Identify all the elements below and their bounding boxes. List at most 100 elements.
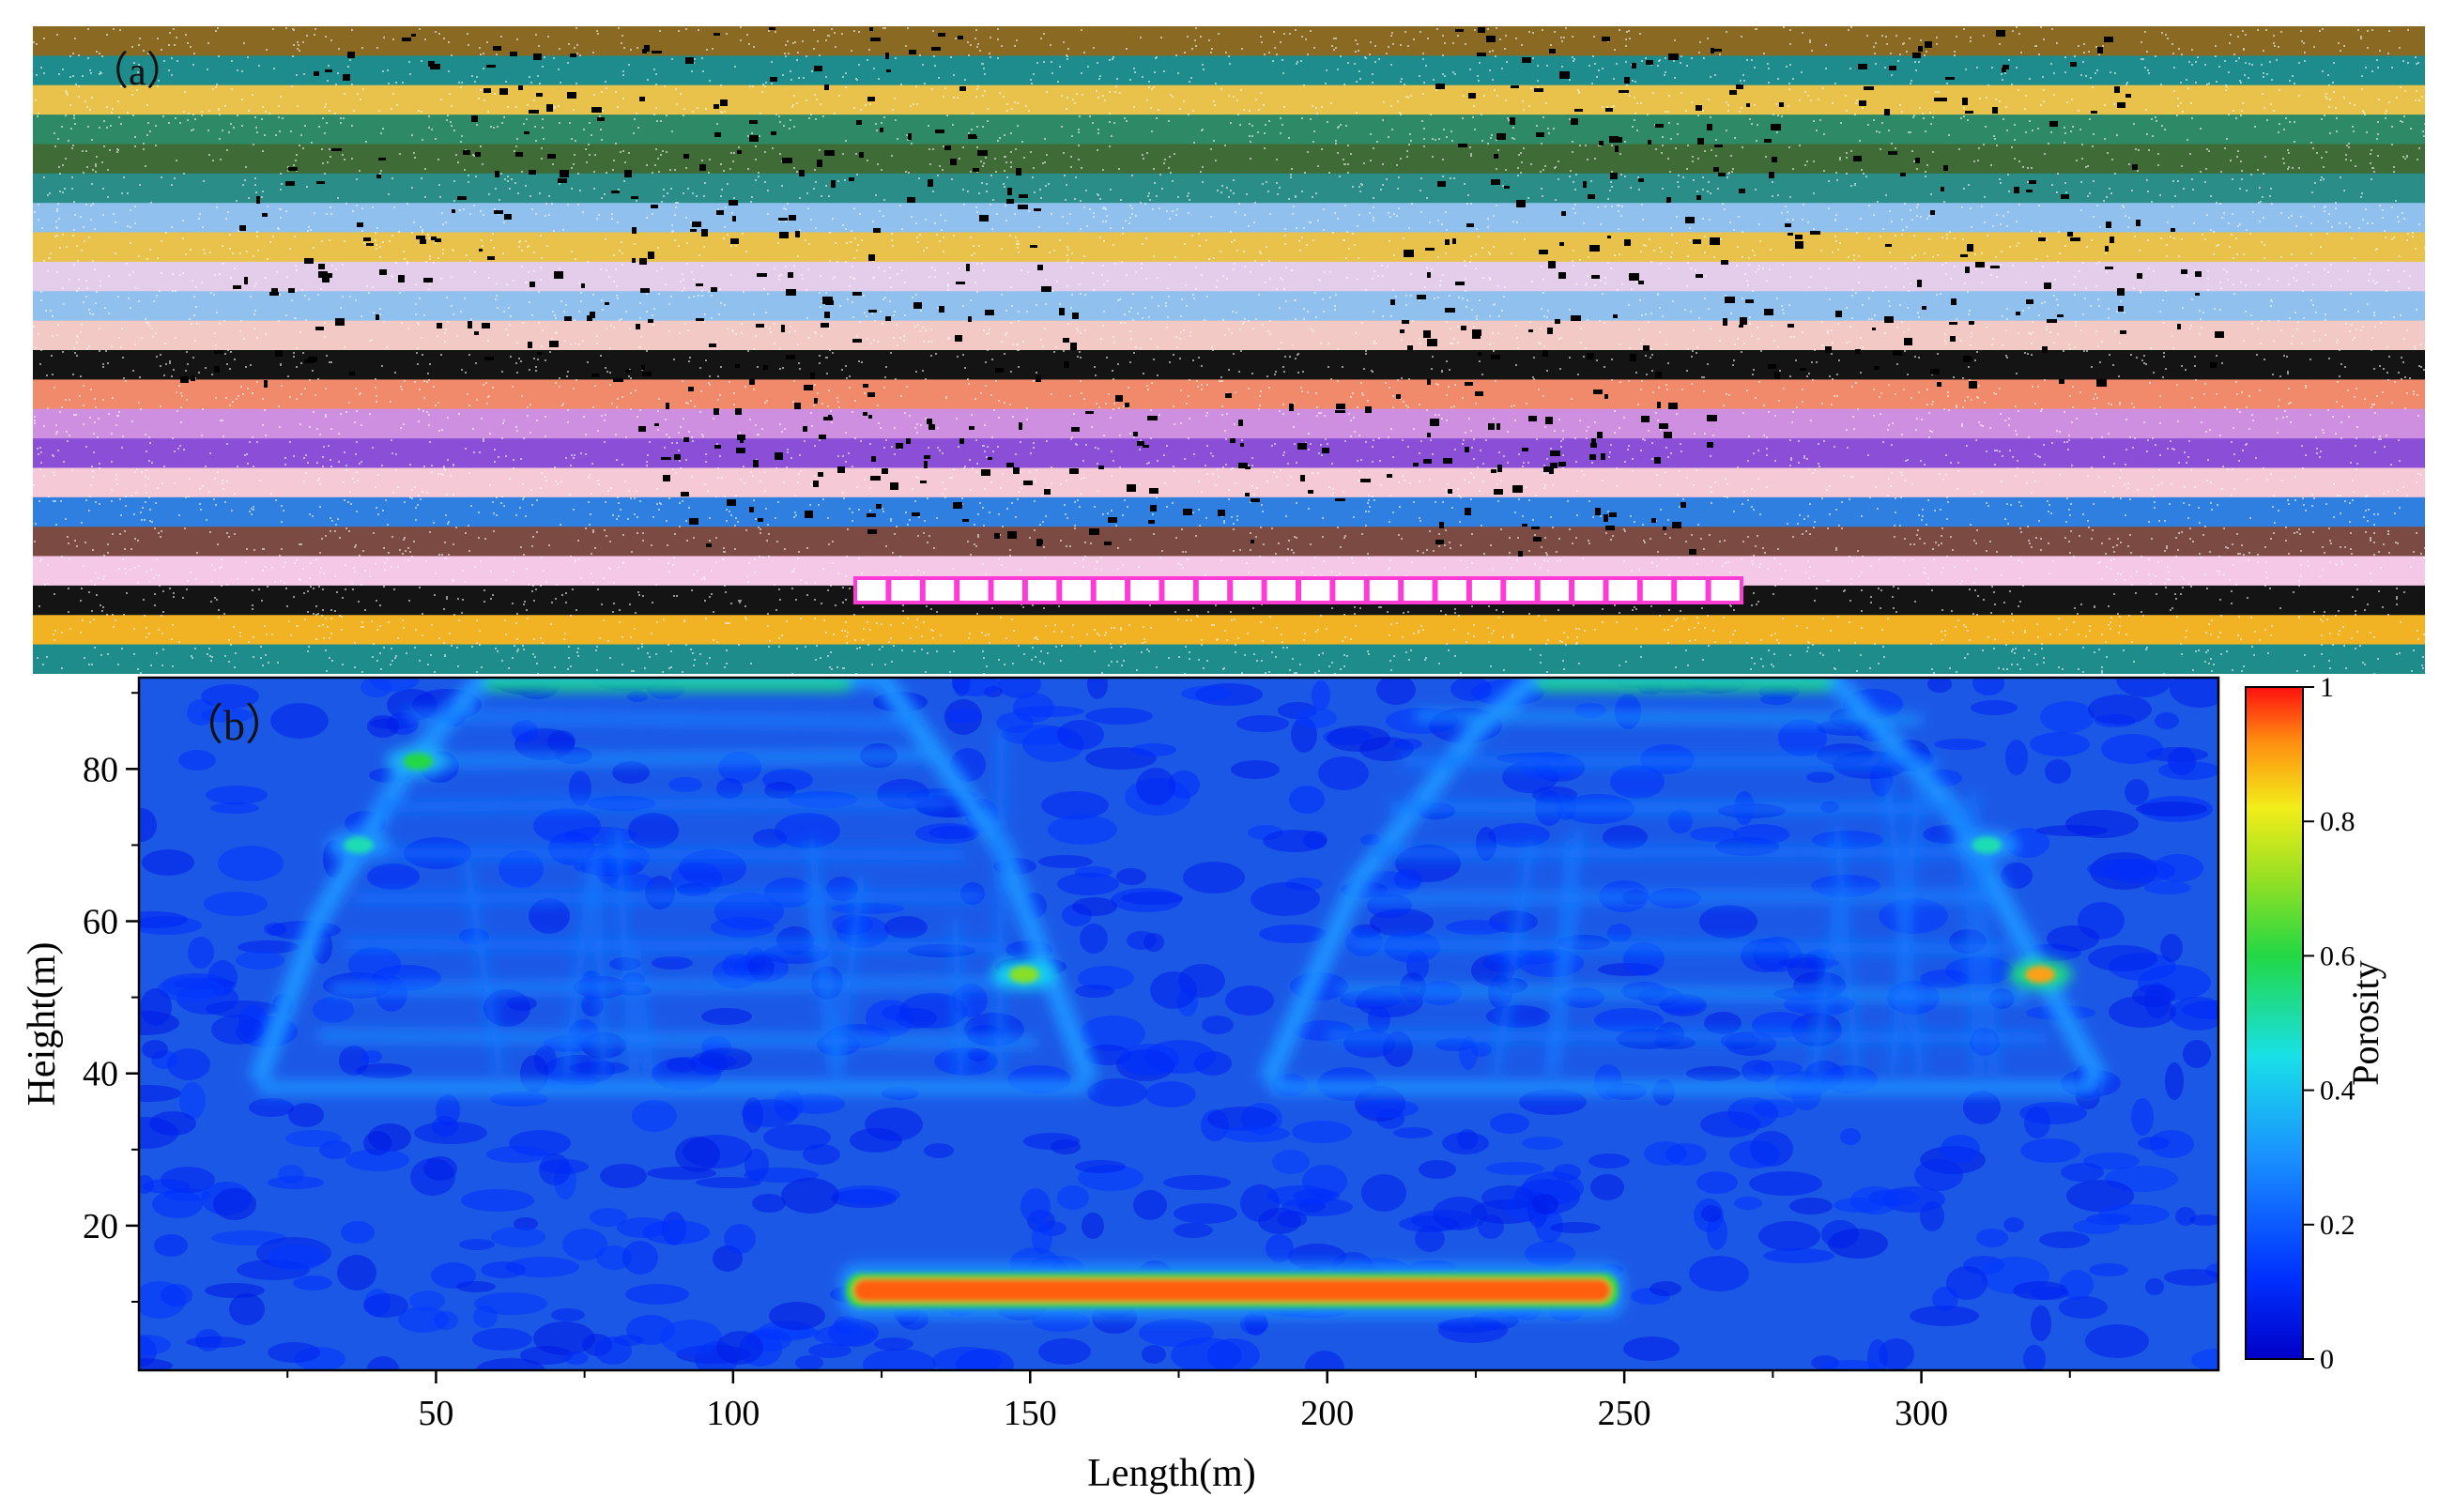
opening-cell — [1400, 576, 1436, 604]
fracture-trace — [405, 710, 912, 728]
noise-blob — [1486, 1162, 1544, 1175]
noise-blob — [934, 1047, 998, 1076]
noise-blob — [1522, 1137, 1563, 1150]
noise-blob — [1082, 1213, 1104, 1239]
noise-blob — [2036, 825, 2108, 836]
noise-blob — [540, 1159, 589, 1174]
rock-layer — [33, 615, 2425, 646]
noise-blob — [161, 1284, 192, 1306]
noise-blob — [850, 1128, 902, 1153]
noise-blob — [1665, 1143, 1707, 1166]
noise-blob — [2088, 945, 2157, 971]
noise-blob — [1758, 1221, 1820, 1251]
noise-blob — [1727, 1097, 1778, 1129]
porosity-band — [257, 1080, 1090, 1094]
noise-blob — [1139, 1319, 1214, 1347]
noise-blob — [1181, 686, 1232, 701]
noise-blob — [2089, 1263, 2128, 1276]
hotspot — [403, 753, 434, 771]
noise-blob — [1292, 1121, 1352, 1143]
rock-layer — [33, 527, 2425, 557]
noise-blob — [213, 1188, 256, 1220]
fracture-trace — [462, 862, 505, 1075]
noise-blob — [1207, 1107, 1277, 1131]
noise-blob — [884, 916, 928, 939]
noise-blob — [1142, 1345, 1166, 1364]
noise-blob — [1668, 809, 1693, 833]
hotspot — [1972, 836, 2003, 854]
fracture-trace — [1389, 801, 1957, 815]
fracture-trace — [1365, 890, 1993, 905]
noise-blob — [1394, 869, 1422, 890]
noise-blob — [946, 709, 982, 724]
fracture-trace — [379, 796, 947, 813]
noise-blob — [2047, 925, 2099, 952]
noise-blob — [1696, 1171, 1738, 1194]
noise-blob — [529, 898, 570, 934]
noise-blob — [1868, 1189, 1919, 1206]
noise-blob — [716, 778, 743, 799]
fracture-trace — [591, 861, 609, 1074]
plot-area — [139, 678, 2218, 1370]
noise-blob — [1150, 971, 1197, 1009]
noise-blob — [564, 1352, 589, 1365]
x-tick-label: 200 — [1300, 1394, 1354, 1433]
fracture-trace — [317, 1030, 1036, 1048]
noise-blob — [1183, 862, 1245, 893]
noise-blob — [2191, 1349, 2218, 1370]
fracture-trace — [367, 847, 965, 862]
noise-blob — [628, 813, 679, 848]
noise-blob — [1080, 924, 1108, 954]
noise-blob — [2039, 1231, 2090, 1248]
noise-blob — [1610, 765, 1665, 799]
noise-blob — [1080, 1016, 1145, 1051]
noise-blob — [507, 996, 537, 1011]
noise-blob — [1133, 1190, 1167, 1220]
noise-blob — [1689, 1256, 1749, 1291]
y-tick-label: 80 — [83, 750, 118, 789]
noise-blob — [1116, 868, 1146, 885]
noise-blob — [1946, 1266, 1987, 1300]
noise-blob — [1277, 1211, 1307, 1228]
noise-blob — [1734, 1197, 1762, 1210]
colorbar-tick-label: 0.8 — [2320, 806, 2356, 837]
noise-blob — [2168, 747, 2196, 775]
x-tick-label: 300 — [1895, 1394, 1948, 1433]
noise-blob — [1588, 1153, 1630, 1168]
noise-blob — [668, 777, 702, 792]
noise-blob — [2136, 802, 2207, 817]
noise-blob — [409, 1291, 445, 1311]
rock-layer — [33, 55, 2425, 86]
noise-blob — [210, 802, 259, 814]
noise-blob — [229, 1293, 265, 1325]
noise-blob — [600, 1164, 647, 1188]
noise-blob — [1111, 888, 1182, 912]
noise-blob — [2059, 1296, 2108, 1319]
noise-blob — [594, 1336, 632, 1365]
noise-blob — [2031, 1306, 2051, 1341]
noise-blob — [1174, 1203, 1237, 1224]
noise-blob — [1087, 678, 1108, 699]
noise-blob — [1607, 924, 1632, 942]
noise-blob — [1976, 1229, 2008, 1247]
noise-blob — [775, 813, 840, 848]
noise-blob — [1263, 830, 1327, 852]
noise-blob — [1251, 882, 1320, 916]
noise-blob — [1318, 756, 1369, 790]
mined-opening — [853, 576, 1743, 604]
noise-blob — [1288, 1244, 1346, 1270]
noise-blob — [2160, 934, 2183, 962]
noise-blob — [1057, 873, 1119, 895]
noise-blob — [1490, 1113, 1529, 1134]
colorbar — [2245, 686, 2304, 1360]
rock-layer — [33, 644, 2425, 674]
noise-blob — [1202, 1016, 1234, 1034]
noise-blob — [2183, 1040, 2211, 1068]
noise-blob — [2098, 1204, 2170, 1225]
noise-blob — [2066, 1180, 2134, 1212]
fracture-trace — [631, 954, 656, 1075]
noise-blob — [863, 1349, 936, 1370]
noise-blob — [1075, 985, 1114, 998]
x-tick-label: 250 — [1598, 1394, 1651, 1433]
